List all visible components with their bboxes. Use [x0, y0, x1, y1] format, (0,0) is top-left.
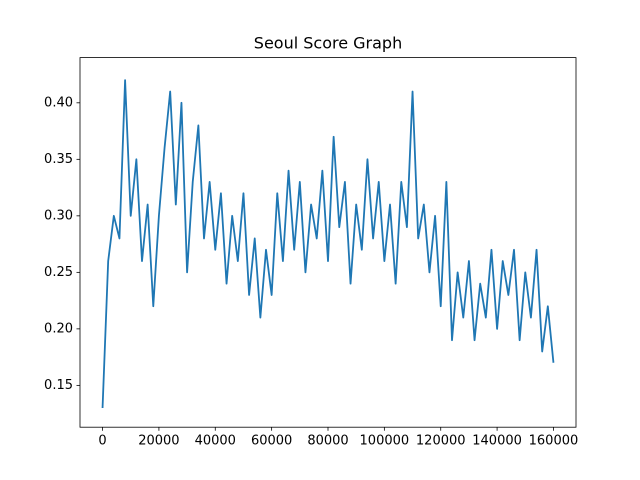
x-tick-label: 20000 — [138, 434, 179, 449]
y-tick-label: 0.35 — [44, 152, 73, 167]
chart-title: Seoul Score Graph — [254, 34, 402, 53]
x-tick-label: 40000 — [195, 434, 236, 449]
y-tick-label: 0.25 — [44, 265, 73, 280]
x-tick-label: 160000 — [529, 434, 579, 449]
y-tick-label: 0.15 — [44, 378, 73, 393]
line-series — [101, 79, 555, 409]
y-tick-label: 0.20 — [44, 321, 73, 336]
x-tick-label: 60000 — [251, 434, 292, 449]
x-tick-label: 80000 — [307, 434, 348, 449]
x-tick-label: 100000 — [360, 434, 410, 449]
x-tick-label: 140000 — [472, 434, 522, 449]
x-tick-label: 120000 — [416, 434, 466, 449]
x-tick-label: 0 — [98, 434, 106, 449]
y-tick-label: 0.40 — [44, 95, 73, 110]
plot-frame — [79, 57, 577, 428]
y-tick-label: 0.30 — [44, 208, 73, 223]
